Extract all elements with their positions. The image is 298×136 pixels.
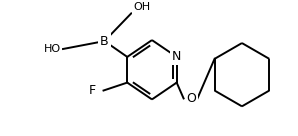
Text: HO: HO <box>44 44 61 54</box>
Text: B: B <box>100 35 109 48</box>
Text: O: O <box>187 92 196 105</box>
Text: OH: OH <box>133 2 150 12</box>
Text: N: N <box>172 50 181 63</box>
Text: F: F <box>89 84 96 97</box>
